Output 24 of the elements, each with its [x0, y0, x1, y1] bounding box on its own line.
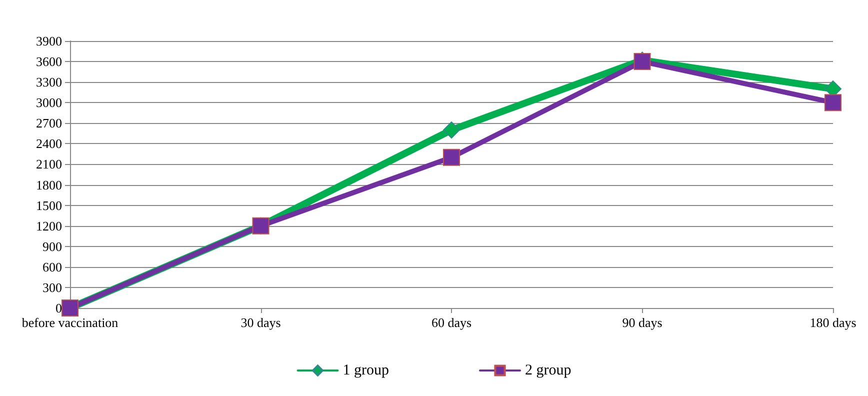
y-tick-label: 1200: [36, 218, 62, 234]
y-tick-label: 3900: [36, 34, 62, 48]
point: [824, 94, 842, 112]
x-tick-label: 180 days: [810, 315, 856, 330]
y-tick-label: 0: [56, 300, 62, 316]
y-tick-label: 900: [42, 238, 62, 254]
y-tick-label: 3600: [36, 54, 62, 70]
x-tick-label: 30 days: [240, 315, 281, 330]
legend-label: 2 group: [525, 362, 572, 378]
x-tick-label: before vaccination: [22, 315, 119, 330]
y-tick-label: 600: [42, 259, 62, 274]
point: [443, 122, 460, 138]
y-tick-label: 3300: [36, 74, 62, 90]
y-tick-label: 1500: [36, 198, 62, 213]
y-tick-label: 2700: [36, 116, 62, 131]
x-tick-label: 90 days: [622, 315, 662, 330]
point: [443, 148, 460, 166]
legend-label: 1 group: [342, 362, 390, 378]
y-tick-label: 2100: [36, 156, 62, 172]
y-tick-label: 3000: [36, 95, 62, 110]
x-tick-label: 60 days: [431, 315, 472, 330]
y-tick-label: 300: [42, 280, 62, 295]
y-tick-label: 1800: [36, 177, 62, 192]
y-tick-label: 2400: [36, 136, 62, 152]
